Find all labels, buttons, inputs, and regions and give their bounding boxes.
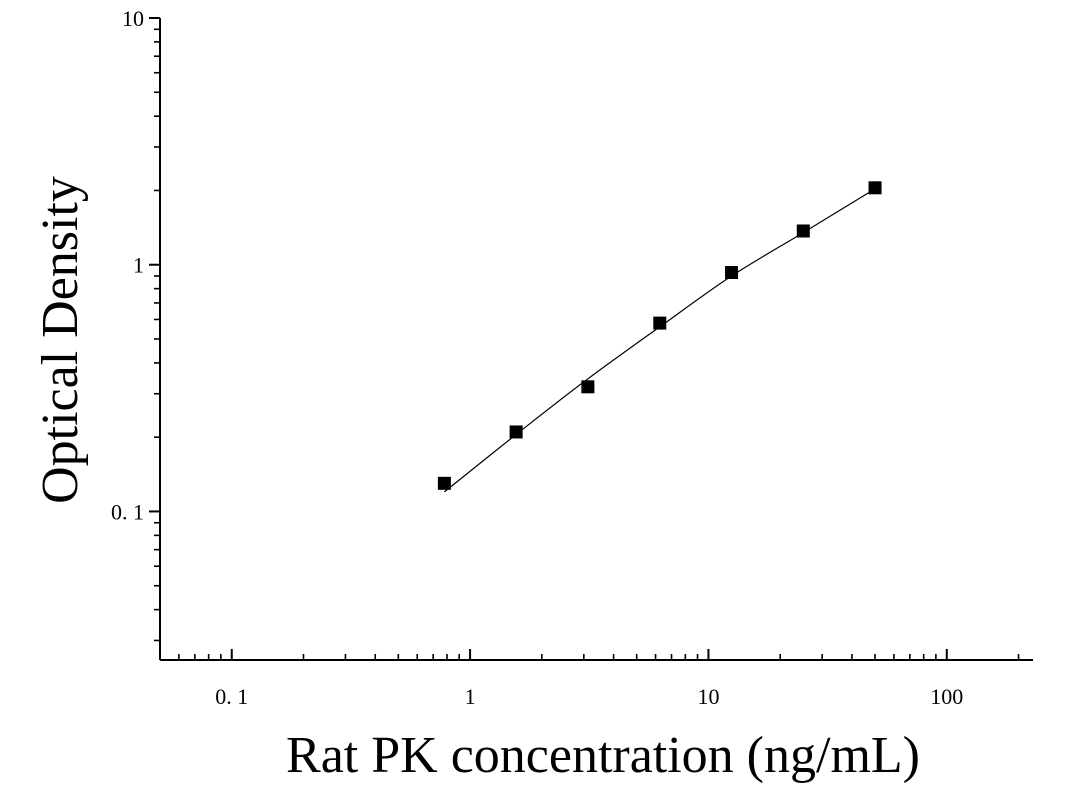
data-point: [509, 425, 523, 439]
data-point: [796, 224, 810, 238]
fit-curve: [444, 188, 876, 493]
data-point: [581, 380, 595, 394]
y-tick-label: 10: [122, 6, 144, 31]
data-point: [725, 266, 739, 280]
data-points: [437, 181, 882, 490]
data-point: [653, 316, 667, 330]
data-point: [437, 476, 451, 490]
data-point: [868, 181, 882, 195]
y-axis-ticks: 0. 1 1 10: [111, 6, 160, 642]
y-tick-label: 0. 1: [111, 499, 144, 524]
axes: [159, 18, 1033, 661]
x-tick-label: 10: [697, 684, 719, 709]
x-tick-label: 100: [930, 684, 963, 709]
y-axis-title: Optical Density: [32, 176, 89, 504]
x-tick-label: 1: [465, 684, 476, 709]
x-axis-title: Rat PK concentration (ng/mL): [286, 727, 920, 784]
y-tick-label: 1: [133, 253, 144, 278]
x-tick-label: 0. 1: [215, 684, 248, 709]
x-axis-ticks: 0. 1 1 10 100: [159, 649, 1020, 709]
